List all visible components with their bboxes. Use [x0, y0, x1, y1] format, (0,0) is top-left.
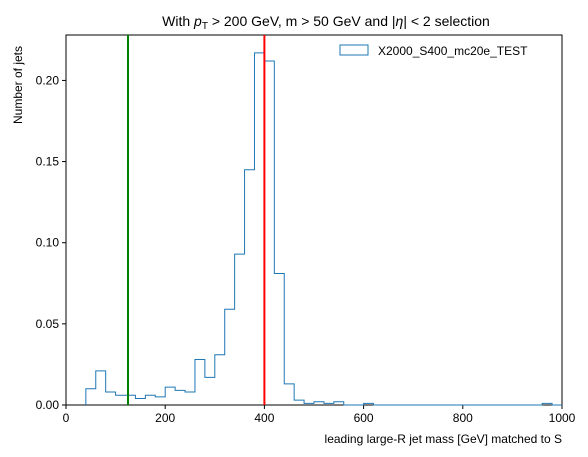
x-tick-label: 600 — [354, 411, 374, 425]
x-tick-label: 0 — [63, 411, 70, 425]
y-tick-label: 0.20 — [36, 73, 60, 87]
x-tick-label: 400 — [254, 411, 274, 425]
y-tick-label: 0.10 — [36, 236, 60, 250]
chart-title: With pT > 200 GeV, m > 50 GeV and |η| < … — [162, 13, 490, 32]
reference-lines — [127, 35, 266, 405]
y-tick-label: 0.00 — [36, 398, 60, 412]
x-axis-label: leading large-R jet mass [GeV] matched t… — [325, 432, 562, 446]
x-tick-label: 800 — [453, 411, 473, 425]
histogram-series-line — [85, 52, 562, 406]
x-axis-ticks: 0 200 400 600 800 1000 — [63, 405, 576, 425]
x-tick-label: 200 — [155, 411, 175, 425]
y-axis-label: Number of jets — [11, 46, 25, 124]
x-tick-label: 1000 — [549, 411, 576, 425]
y-axis-ticks: 0.00 0.05 0.10 0.15 0.20 — [36, 73, 66, 412]
legend: X2000_S400_mc20e_TEST — [339, 44, 528, 58]
y-tick-label: 0.05 — [36, 317, 60, 331]
y-tick-label: 0.15 — [36, 155, 60, 169]
plot-frame — [65, 34, 563, 406]
legend-swatch — [339, 44, 369, 56]
legend-label: X2000_S400_mc20e_TEST — [378, 44, 528, 58]
